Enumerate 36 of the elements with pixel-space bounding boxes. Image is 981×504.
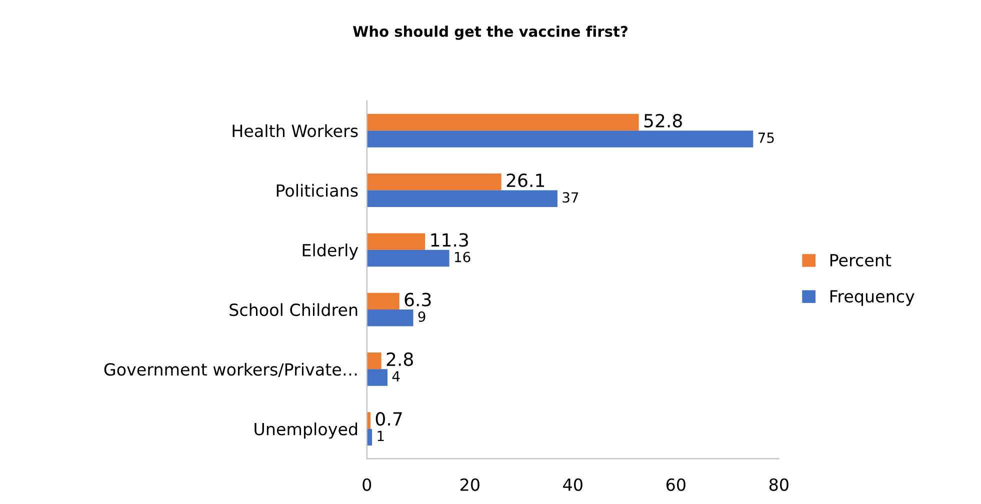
y-tick-label: Unemployed: [254, 422, 358, 439]
x-tick-label: 60: [666, 478, 686, 491]
data-label: 37: [562, 192, 578, 203]
data-label: 0.7: [376, 412, 402, 426]
bar: [366, 130, 754, 148]
y-tick-label: Government workers/Private…: [104, 362, 357, 378]
data-label: 1: [378, 430, 384, 441]
bar: [366, 250, 450, 267]
data-label: 75: [758, 132, 774, 143]
bar: [366, 310, 414, 326]
x-tick-label: 40: [563, 478, 582, 491]
x-tick-label: 20: [460, 478, 480, 491]
data-label: 52.8: [644, 114, 682, 128]
x-tick-label: 0: [362, 478, 372, 491]
y-tick-label: Health Workers: [232, 124, 358, 138]
x-tick-label: 80: [769, 478, 788, 491]
bar: [366, 174, 502, 190]
data-label: 2.8: [386, 352, 413, 366]
data-label: 6.3: [404, 292, 431, 306]
data-label: 16: [454, 252, 470, 262]
chart-title: Who should get the vaccine first?: [353, 26, 628, 40]
bar: [366, 190, 558, 207]
data-label: 11.3: [431, 233, 468, 247]
legend-label: Percent: [830, 254, 892, 266]
y-tick-label: Politicians: [276, 184, 358, 197]
bar: [366, 233, 426, 250]
bar: [366, 292, 400, 310]
y-tick-label: Elderly: [302, 244, 358, 260]
bar: [366, 352, 382, 370]
bar: [366, 114, 639, 131]
bar: [366, 369, 388, 386]
data-label: 26.1: [506, 173, 544, 188]
y-tick-label: School Children: [230, 303, 358, 316]
data-label: 9: [418, 311, 426, 322]
data-label: 4: [392, 371, 400, 382]
legend-label: Frequency: [830, 290, 914, 306]
